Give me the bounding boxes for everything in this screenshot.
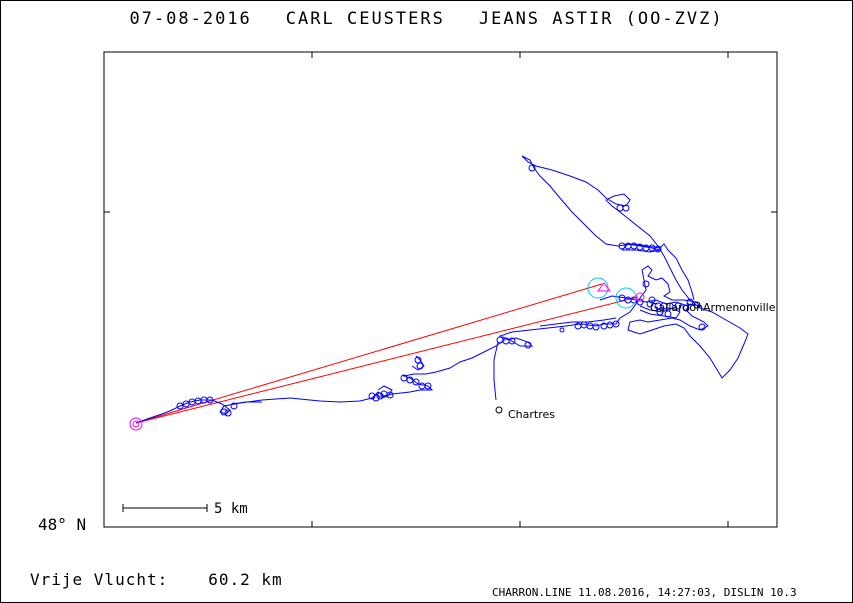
- chart-title: 07-08-2016 CARL CEUSTERS JEANS ASTIR (OO-Z…: [0, 9, 853, 29]
- distance-value: 60.2 km: [208, 570, 283, 589]
- task-lines: [135, 283, 639, 424]
- title-pilot: CARL CEUSTERS: [285, 9, 445, 29]
- place-label-armenonville: Armenonville: [703, 301, 776, 314]
- scale-bar-label: 5 km: [214, 501, 248, 517]
- place-label-chartres: Chartres: [508, 408, 555, 421]
- place-label-gallardon: Gallardon: [650, 301, 703, 314]
- place-markers: Chartres Armenonville Gallardon: [495, 301, 776, 421]
- distance-label: Vrije Vlucht:: [30, 570, 169, 589]
- latitude-label: 48° N: [38, 515, 87, 534]
- title-glider: JEANS ASTIR (OO-ZVZ): [478, 9, 724, 29]
- flight-distance: Vrije Vlucht: 60.2 km: [30, 570, 283, 589]
- title-date: 07-08-2016: [129, 9, 252, 29]
- plot-frame: [103, 51, 778, 528]
- axis-ticks: [104, 52, 777, 527]
- flight-track: [135, 155, 749, 424]
- armenonville-marker: [693, 301, 701, 309]
- footer-info: CHARRON.LINE 11.08.2016, 14:27:03, DISLI…: [492, 586, 797, 599]
- chartres-marker: [495, 406, 503, 414]
- start-markers: [129, 282, 645, 431]
- scale-bar: 5 km: [122, 501, 248, 517]
- thermal-markers: [176, 164, 706, 417]
